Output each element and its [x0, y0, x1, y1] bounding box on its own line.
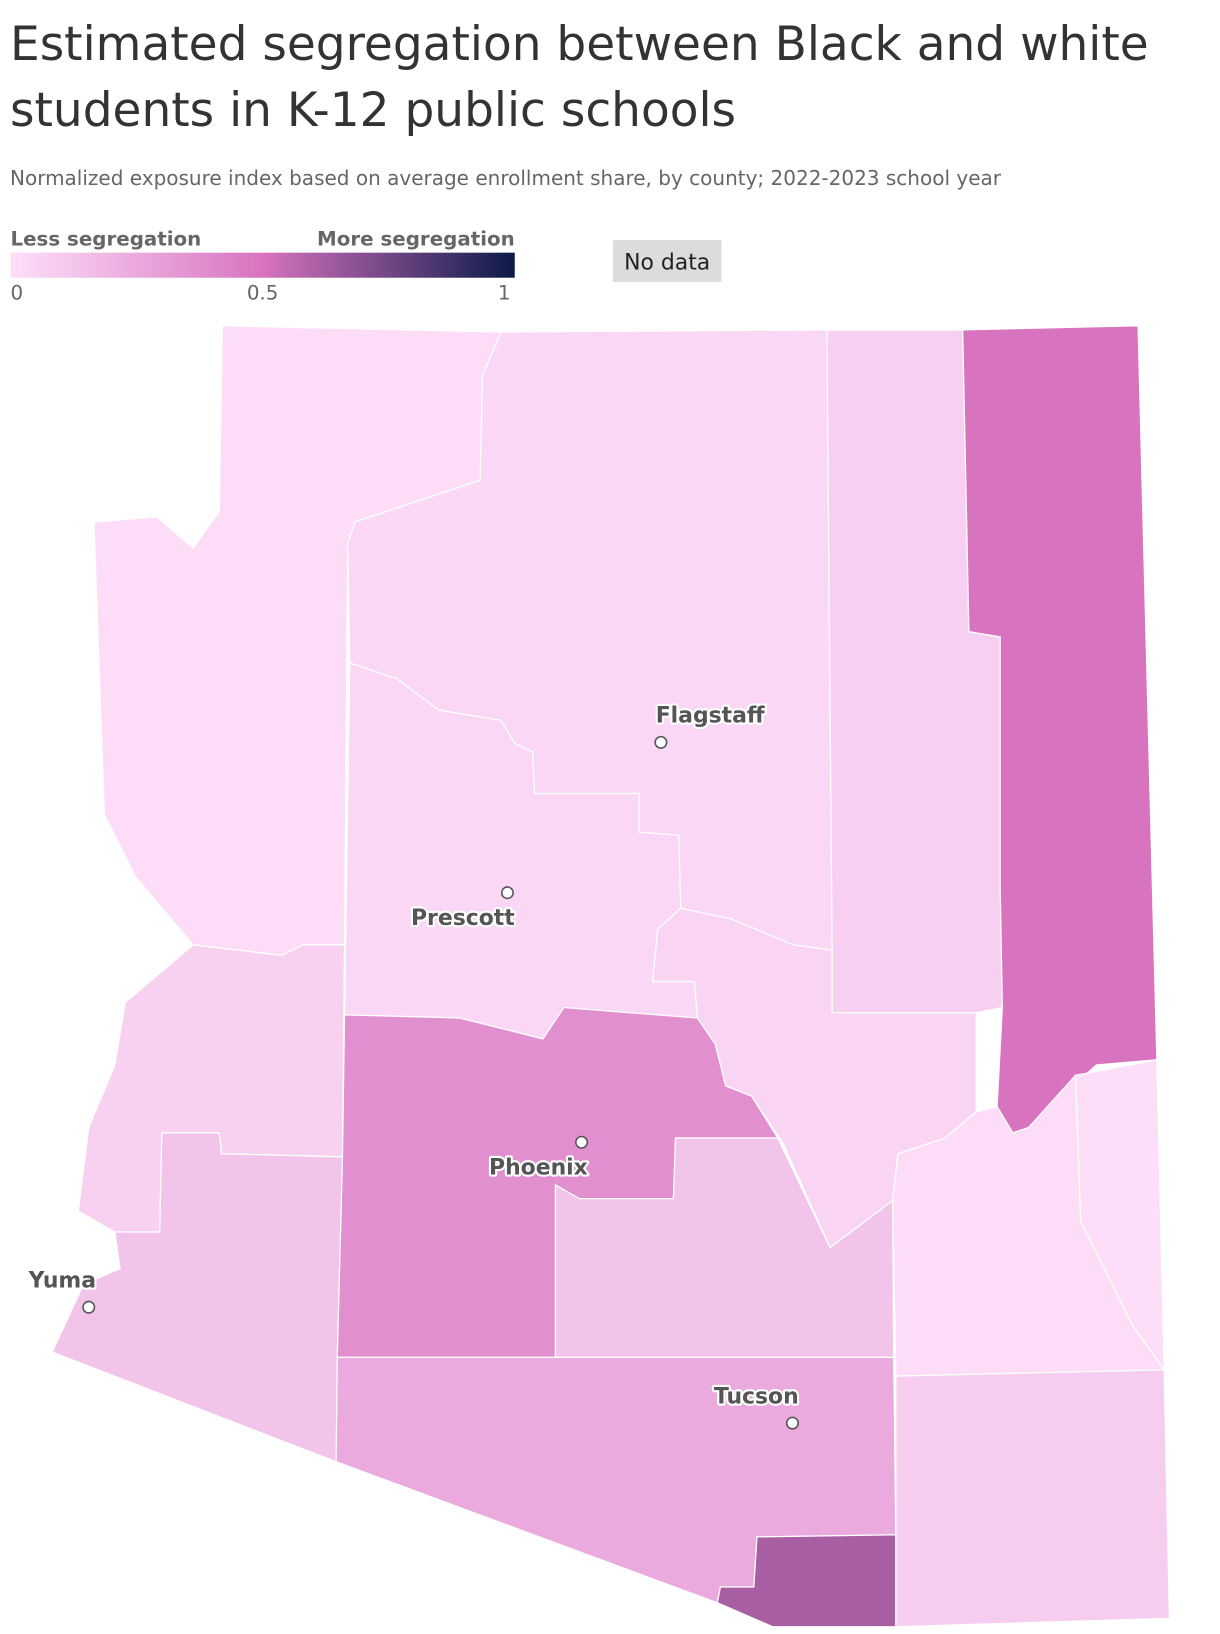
- legend-min-label: Less segregation: [10, 227, 201, 250]
- city-label: Tucson: [714, 1384, 799, 1409]
- city-dot: [82, 1300, 96, 1314]
- legend-max-label: More segregation: [317, 227, 515, 250]
- legend-tick-label: 0: [10, 282, 23, 305]
- legend-tick-label: 1: [498, 282, 511, 305]
- subtitle: Normalized exposure index based on avera…: [10, 166, 1001, 190]
- no-data-label: No data: [624, 250, 710, 275]
- city-label: Prescott: [411, 906, 515, 931]
- city-dot: [654, 735, 668, 749]
- city-dot: [785, 1416, 799, 1430]
- county: [51, 1132, 344, 1463]
- city-label: Yuma: [28, 1268, 96, 1293]
- city-label: Phoenix: [489, 1156, 588, 1181]
- title: Estimated segregation between Black and …: [10, 17, 1149, 138]
- city-dot: [500, 886, 514, 900]
- city-label: Flagstaff: [656, 704, 765, 729]
- color-bar: [10, 252, 515, 278]
- city-dot: [575, 1135, 589, 1149]
- county: [895, 1369, 1171, 1628]
- no-data-box: [612, 240, 722, 282]
- legend-tick-label: 0.5: [247, 282, 279, 305]
